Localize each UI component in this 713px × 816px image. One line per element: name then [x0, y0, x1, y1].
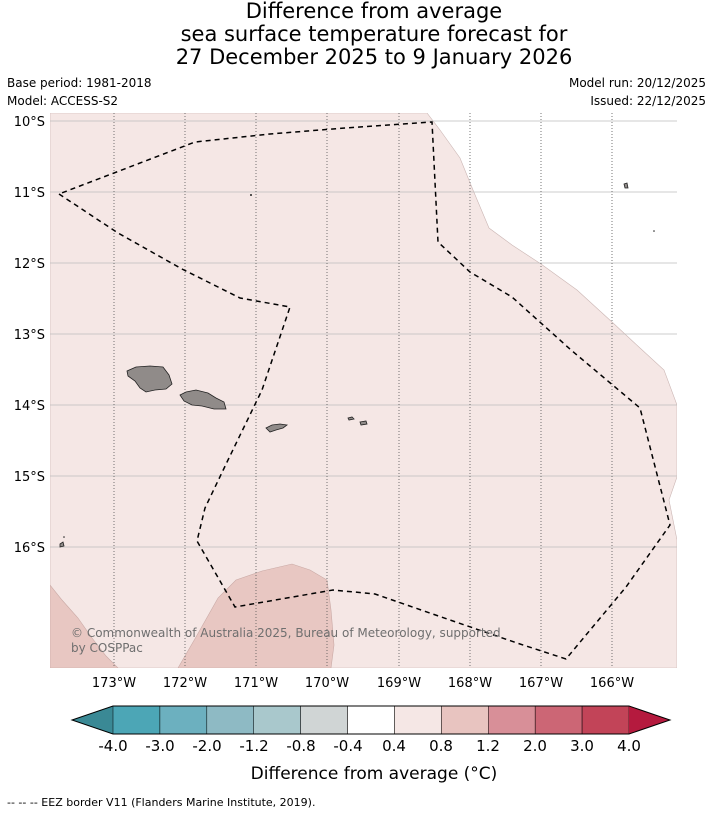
title-line-1: Difference from average: [245, 0, 503, 23]
model-run: Model run: 20/12/2025: [568, 76, 706, 90]
eez-border-samoa: [58, 121, 671, 660]
cb-tick-1: -3.0: [145, 737, 174, 755]
model-name: Model: ACCESS-S2: [7, 94, 119, 108]
tiny-islets: [63, 194, 655, 538]
western-islet: [59, 541, 65, 548]
map-title: Difference from average sea surface temp…: [0, 0, 713, 69]
colorbar-extend-low: [72, 706, 113, 734]
lat-gridlines: [50, 120, 677, 548]
issued-date: Issued: 22/12/2025: [590, 94, 706, 108]
colorbar-extend-high: [629, 706, 670, 734]
colorbar-cell: [112, 705, 161, 735]
meta-left: Base period: 1981-2018 Model: ACCESS-S2: [7, 74, 152, 110]
cb-tick-11: 4.0: [617, 737, 641, 755]
cb-tick-9: 2.0: [523, 737, 547, 755]
cb-tick-10: 3.0: [570, 737, 594, 755]
lon-tick-labels: 173°W 172°W 171°W 170°W 169°W 168°W 167°…: [92, 676, 634, 691]
colorbar-cell: [253, 705, 301, 735]
cb-tick-8: 1.2: [476, 737, 500, 755]
colorbar-outline: [70, 705, 672, 735]
lon-gridlines: [113, 113, 613, 668]
cb-tick-6: 0.4: [382, 737, 406, 755]
lon-label-173w: 173°W: [92, 676, 136, 691]
cb-tick-0: -4.0: [98, 737, 127, 755]
swains-islet: [623, 182, 629, 189]
title-line-3: 27 December 2025 to 9 January 2026: [175, 45, 573, 69]
lat-label-16s: 16°S: [14, 541, 45, 556]
cb-tick-5: -0.4: [333, 737, 362, 755]
colorbar-cell: [394, 705, 442, 735]
lon-label-168w: 168°W: [448, 676, 492, 691]
eez-footnote: -- -- -- EEZ border V11 (Flanders Marine…: [7, 796, 316, 809]
title-line-2: sea surface temperature forecast for: [180, 22, 568, 46]
map-area: [50, 113, 677, 668]
warm-anomaly-patch-south: [177, 563, 335, 668]
lat-label-12s: 12°S: [14, 257, 45, 272]
colorbar-tick-labels: -4.0 -3.0 -2.0 -1.2 -0.8 -0.4 0.4 0.8 1.…: [98, 737, 641, 755]
copyright-notice: © Commonwealth of Australia 2025, Bureau…: [71, 626, 501, 655]
warm-anomaly-patch-west: [50, 584, 119, 668]
upolu-island: [179, 389, 227, 410]
base-period: Base period: 1981-2018: [7, 76, 152, 90]
savaii-island: [126, 365, 173, 393]
colorbar-cell: [159, 705, 208, 735]
lon-label-171w: 171°W: [234, 676, 278, 691]
cb-tick-3: -1.2: [239, 737, 268, 755]
tutuila-island: [265, 423, 289, 433]
lat-tick-labels: 10°S 11°S 12°S 13°S 14°S 15°S 16°S: [14, 115, 45, 556]
lon-label-169w: 169°W: [377, 676, 421, 691]
colorbar-cell: [441, 705, 489, 735]
colorbar: -4.0 -3.0 -2.0 -1.2 -0.8 -0.4 0.4 0.8 1.…: [70, 705, 672, 755]
islands: [59, 182, 629, 548]
colorbar-cells: [72, 705, 670, 735]
lat-label-15s: 15°S: [14, 470, 45, 485]
colorbar-cell: [488, 705, 536, 735]
colorbar-cell: [347, 705, 395, 735]
lon-label-166w: 166°W: [590, 676, 634, 691]
colorbar-cell: [534, 705, 583, 735]
anomaly-field: [50, 113, 677, 668]
colorbar-cell: [206, 705, 254, 735]
ofu-olosega-islet: [359, 420, 368, 426]
cb-tick-4: -0.8: [286, 737, 315, 755]
cb-tick-2: -2.0: [192, 737, 221, 755]
lon-label-167w: 167°W: [519, 676, 563, 691]
colorbar-cell: [581, 705, 630, 735]
aunuu-islet: [347, 416, 355, 421]
colorbar-label: Difference from average (°C): [250, 764, 498, 784]
cb-tick-7: 0.8: [429, 737, 453, 755]
lon-label-172w: 172°W: [163, 676, 207, 691]
lat-label-11s: 11°S: [14, 186, 45, 201]
colorbar-cell: [300, 705, 348, 735]
lat-label-13s: 13°S: [14, 328, 45, 343]
meta-right: Model run: 20/12/2025 Issued: 22/12/2025: [569, 74, 706, 110]
lat-label-10s: 10°S: [14, 115, 45, 130]
lat-label-14s: 14°S: [14, 399, 45, 414]
lon-label-170w: 170°W: [305, 676, 349, 691]
